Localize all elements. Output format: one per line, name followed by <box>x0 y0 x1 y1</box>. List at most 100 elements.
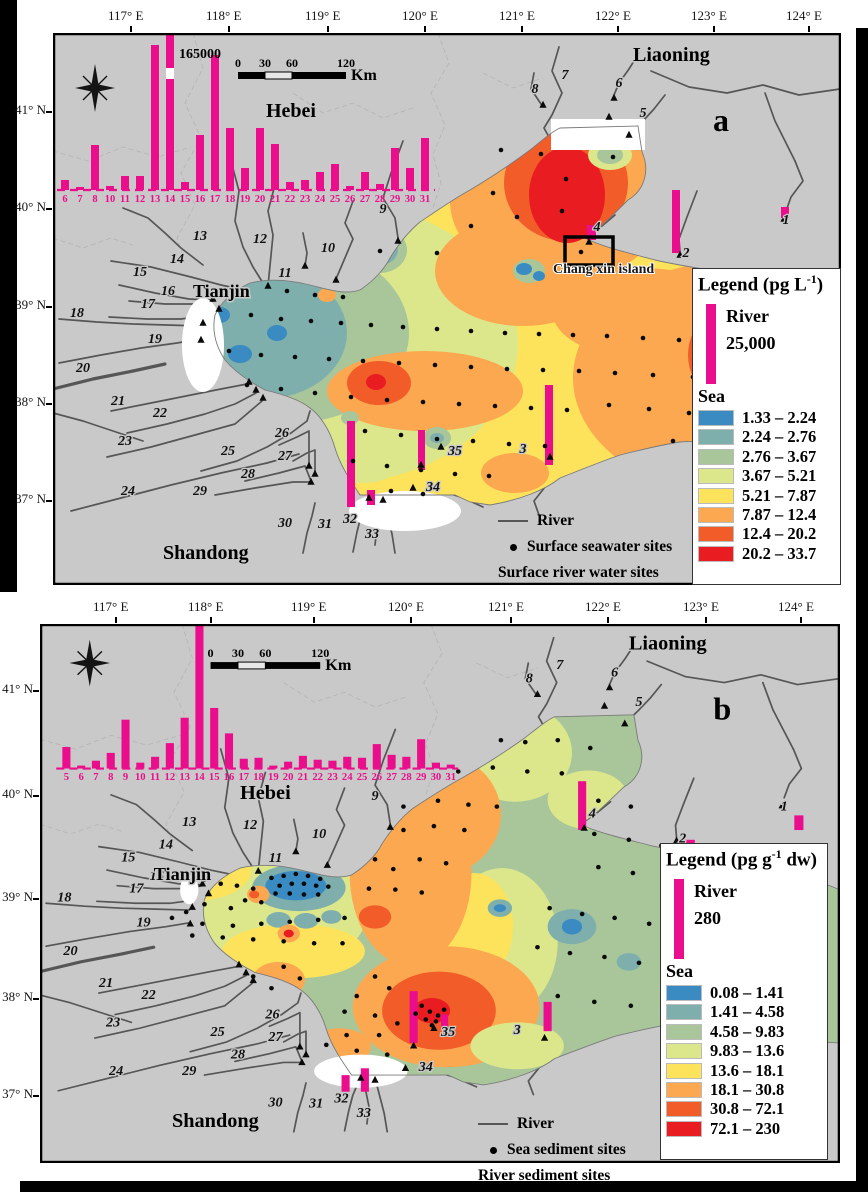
region-label: Hebei <box>266 100 316 122</box>
river-bar <box>180 717 189 769</box>
river-number: 3 <box>519 442 527 457</box>
river-water-site-triangle <box>199 318 207 326</box>
river-number: 13 <box>182 815 196 830</box>
scan-strip-right <box>856 28 868 1192</box>
river-bar-label: 30 <box>431 772 442 783</box>
scale-seg <box>264 71 293 80</box>
river-bar <box>91 760 101 769</box>
sediment-site-dot <box>250 937 256 942</box>
river-bar <box>61 180 69 190</box>
river-sediment-site-triangle <box>296 1042 304 1050</box>
sediment-site-dot <box>313 883 319 888</box>
river-line <box>40 994 133 1024</box>
legend-class-range: 18.1 – 30.8 <box>710 1079 785 1099</box>
river-line <box>608 642 636 686</box>
river-sediment-site-triangle <box>386 823 394 830</box>
sediment-site-dot <box>189 933 195 938</box>
seawater-site-dot <box>326 356 332 362</box>
river-line <box>292 1082 307 1133</box>
concentration-contour-blob <box>529 147 605 243</box>
concentration-contour-blob <box>321 910 342 924</box>
river-number: 29 <box>192 484 207 499</box>
sediment-site-dot <box>555 993 561 999</box>
lon-tick-mark <box>800 617 802 623</box>
symbol-legend-row: River <box>498 508 672 534</box>
river-number: 21 <box>98 976 113 991</box>
lat-axis-label: 40° N <box>2 786 33 801</box>
lat-axis-label: 38° N <box>2 989 33 1004</box>
legend-class-swatch <box>698 410 734 427</box>
seawater-site-dot <box>434 250 440 256</box>
seawater-site-dot <box>468 223 474 229</box>
legend-title-end: ) <box>816 274 824 296</box>
river-bar <box>361 172 369 190</box>
legend-class-row: 7.87 – 12.4 <box>698 505 835 524</box>
seawater-site-dot <box>604 333 610 339</box>
river-bar <box>376 184 384 190</box>
symbol-legend-label: River <box>537 512 575 529</box>
river-number: 19 <box>148 332 162 347</box>
legend-class-row: 2.76 – 3.67 <box>698 447 835 466</box>
lon-tick-mark <box>510 617 512 623</box>
river-bar-label: 17 <box>210 194 221 205</box>
river-water-site-triangle <box>365 493 373 501</box>
legend-river-label: River <box>694 881 737 902</box>
river-sediment-site-triangle <box>409 1041 418 1049</box>
seawater-site-dot <box>504 366 510 372</box>
compass-diagonals <box>82 75 108 101</box>
concentration-contour-blob <box>358 905 392 929</box>
sediment-site-dot <box>218 881 224 886</box>
river-input-bar <box>360 1068 369 1092</box>
lat-tick-mark <box>33 795 39 797</box>
river-bar-label: 24 <box>342 772 353 783</box>
river-sediment-site-triangle <box>198 879 207 887</box>
sediment-site-dot <box>289 881 295 886</box>
lon-tick-mark <box>130 26 132 32</box>
legend-class-range: 1.41 – 4.58 <box>710 1002 785 1022</box>
river-bar <box>241 168 249 190</box>
sediment-site-dot <box>281 964 286 969</box>
sediment-site-dot <box>636 960 642 966</box>
legend-river-value: 280 <box>694 908 721 929</box>
lat-axis-label: 41° N <box>15 102 46 117</box>
legend-class-row: 18.1 – 30.8 <box>666 1080 822 1099</box>
river-water-site-triangle <box>332 275 340 283</box>
river-bar <box>226 128 234 190</box>
river-water-site-triangle <box>259 393 267 401</box>
river-line <box>783 748 803 799</box>
seawater-site-dot <box>452 471 458 477</box>
compass-star <box>75 64 115 112</box>
legend-class-range: 30.8 – 72.1 <box>710 1099 785 1119</box>
sediment-site-dot <box>419 1003 425 1009</box>
river-line <box>45 902 191 911</box>
legend-class-row: 5.21 – 7.87 <box>698 486 835 505</box>
sediment-site-dot <box>200 921 205 927</box>
river-input-bar <box>543 1001 552 1032</box>
lon-tick-mark <box>424 26 426 32</box>
river-bar <box>316 172 324 190</box>
lon-axis-label: 123° E <box>691 8 727 23</box>
seawater-site-dot <box>434 326 440 332</box>
river-sediment-site-triangle <box>672 836 681 844</box>
seawater-site-dot <box>646 406 652 412</box>
river-line <box>189 992 302 1053</box>
river-water-site-triangle <box>625 130 633 138</box>
scale-tick-label: 0 <box>208 646 214 660</box>
river-number: 24 <box>108 1064 123 1079</box>
panel-letter: b <box>713 692 731 726</box>
river-bar-label: 18 <box>225 194 236 205</box>
river-number: 13 <box>193 229 207 244</box>
river-bar-label: 21 <box>298 772 309 783</box>
seawater-site-dot <box>226 348 232 354</box>
sediment-site-dot <box>628 804 634 809</box>
concentration-contour-blob <box>561 918 583 935</box>
river-bar <box>106 186 114 190</box>
sediment-site-dot <box>395 1021 400 1026</box>
river-number: 26 <box>264 1008 279 1023</box>
sediment-site-dot <box>202 901 207 907</box>
seawater-site-dot <box>384 463 390 469</box>
river-bar <box>136 762 145 769</box>
seawater-site-dot <box>362 428 368 434</box>
river-input-bar <box>587 225 596 240</box>
region-label: Tianjin <box>193 281 250 301</box>
